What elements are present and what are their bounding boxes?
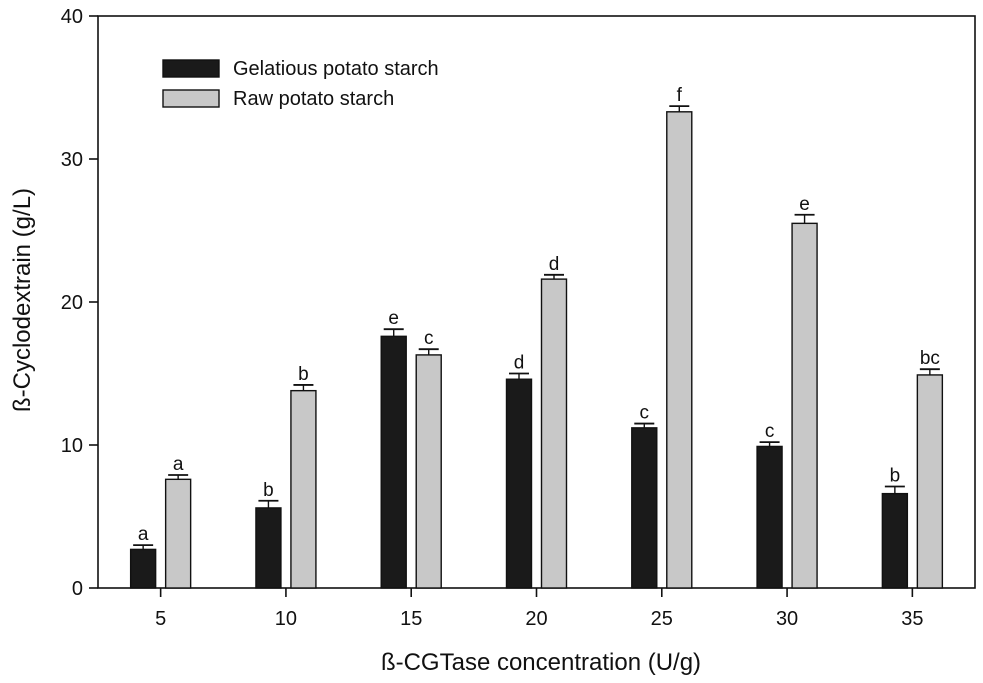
x-tick-label: 20 [525,608,547,630]
legend-label: Gelatious potato starch [233,58,439,80]
significance-letter: b [263,480,274,501]
significance-letter: a [138,524,149,545]
bar-gelatious [129,548,157,589]
legend-label: Raw potato starch [233,88,394,110]
legend: Gelatious potato starch Raw potato starch [162,58,439,110]
y-tick-label: 10 [61,435,83,457]
significance-letter: bc [920,348,940,369]
bar-raw [916,374,944,589]
y-axis-title: ß-Cyclodextrain (g/L) [9,188,36,412]
bar-raw [164,478,192,589]
bar-gelatious [631,427,658,589]
significance-letter: e [388,308,399,329]
bar-gelatious [881,492,909,589]
x-tick-label: 30 [776,608,798,630]
significance-letter: c [424,328,434,349]
legend-swatch-gelatious [162,59,220,78]
x-axis-title: ß-CGTase concentration (U/g) [381,649,701,676]
bar-raw [791,222,818,589]
significance-letter: d [549,254,560,275]
x-tick-label: 10 [275,608,297,630]
axes: 0 10 20 30 40 5 10 15 20 25 30 35 [61,6,976,630]
significance-letter: c [765,421,775,442]
significance-letter: b [298,364,309,385]
bar-raw [415,354,442,589]
x-tick-label: 25 [651,608,673,630]
plot-frame [97,15,976,589]
bar-gelatious [756,445,783,589]
significance-letter: a [173,454,184,475]
significance-letter: d [514,353,525,374]
significance-letter: e [799,194,810,215]
bar-gelatious [255,507,282,589]
legend-swatch-raw [162,89,220,108]
x-tick-label: 35 [901,608,923,630]
y-tick-label: 20 [61,292,83,314]
significance-letter: f [677,85,683,106]
x-tick-label: 15 [400,608,422,630]
bar-raw [666,111,693,589]
y-tick-label: 40 [61,6,83,28]
y-tick-label: 30 [61,149,83,171]
y-tick-label: 0 [72,578,83,600]
significance-letter: b [890,465,901,486]
x-tick-label: 5 [155,608,166,630]
bar-raw [290,389,317,589]
significance-letter: c [640,403,650,424]
bar-raw [540,278,568,589]
bar-gelatious [505,378,533,589]
bar-gelatious [380,335,407,589]
